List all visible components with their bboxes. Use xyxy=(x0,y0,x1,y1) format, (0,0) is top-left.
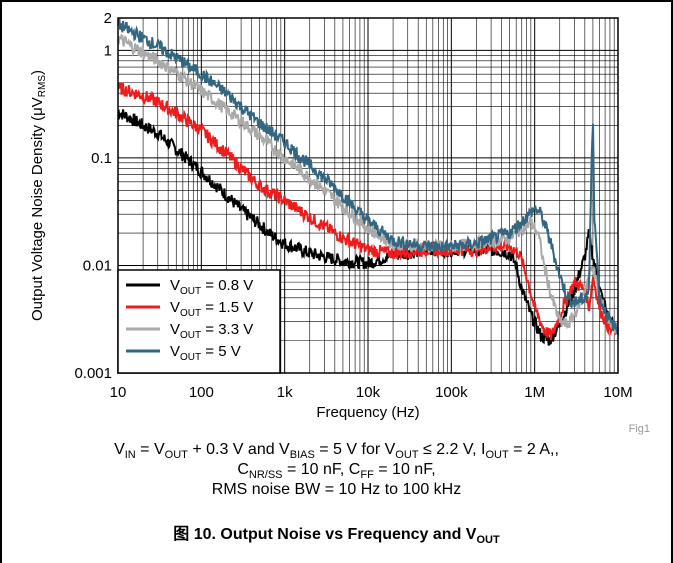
chart-series xyxy=(117,18,619,346)
y-tick-label: 0.01 xyxy=(83,257,112,274)
y-tick-labels: 0.001 0.01 0.1 1 2 xyxy=(74,10,112,382)
conditions-line-1: VIN = VOUT + 0.3 V and VBIAS = 5 V for V… xyxy=(114,441,559,462)
x-tick-label: 10M xyxy=(603,384,632,401)
y-tick-label: 2 xyxy=(104,10,112,27)
plot-border xyxy=(117,17,619,374)
y-axis-title-close: ) xyxy=(29,70,46,75)
series-line-1 xyxy=(117,109,619,346)
x-tick-label: 1M xyxy=(524,384,545,401)
x-axis-title: Frequency (Hz) xyxy=(316,404,419,421)
series-line-2 xyxy=(117,82,619,341)
y-axis-title-part-1: Output Voltage Noise Density ( xyxy=(29,116,46,321)
figure-id-label: Fig1 xyxy=(629,423,650,435)
conditions-line-2: CNR/SS = 10 nF, CFF = 10 nF, xyxy=(237,461,436,482)
x-tick-label: 100k xyxy=(435,384,468,401)
legend-label-3: VOUT = 3.3 V xyxy=(170,321,253,341)
frame-top-border xyxy=(0,0,673,2)
frame-left-border xyxy=(0,0,2,563)
y-axis-title: Output Voltage Noise Density (μVRMS) xyxy=(29,70,48,321)
y-tick-label: 1 xyxy=(104,42,112,59)
legend-box xyxy=(117,269,281,374)
x-tick-label: 100 xyxy=(189,384,214,401)
x-tick-labels: 10 100 1k 10k 100k 1M 10M xyxy=(110,384,633,401)
legend-label-4: VOUT = 5 V xyxy=(170,343,241,363)
conditions-line-3: RMS noise BW = 10 Hz to 100 kHz xyxy=(211,481,462,498)
legend-label-1: VOUT = 0.8 V xyxy=(170,277,253,297)
noise-density-chart: 10 100 1k 10k 100k 1M 10M 0.001 0.01 0.1 1 2 Frequ… xyxy=(29,10,650,435)
frame-right-border xyxy=(671,0,673,563)
x-tick-label: 1k xyxy=(277,384,293,401)
series-line-4 xyxy=(117,18,619,335)
figure-caption: 图 10. Output Noise vs Frequency and VOUT xyxy=(173,526,500,547)
series-line-3 xyxy=(117,33,619,334)
y-axis-title-rms: RMS xyxy=(37,75,48,98)
y-axis-title-mu: μ xyxy=(29,107,46,116)
y-axis-title-v: V xyxy=(29,97,46,107)
x-tick-label: 10k xyxy=(356,384,381,401)
x-tick-label: 10 xyxy=(110,384,127,401)
y-tick-label: 0.1 xyxy=(91,150,112,167)
legend-label-2: VOUT = 1.5 V xyxy=(170,299,253,319)
y-tick-label: 0.001 xyxy=(74,365,112,382)
